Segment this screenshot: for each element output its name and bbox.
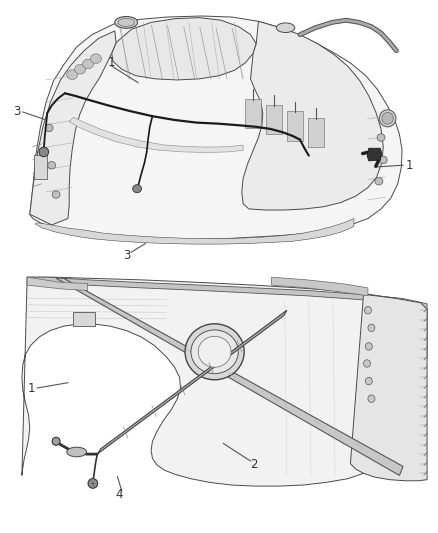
Ellipse shape bbox=[67, 447, 86, 457]
Ellipse shape bbox=[276, 23, 295, 33]
Ellipse shape bbox=[90, 54, 101, 63]
Polygon shape bbox=[242, 21, 383, 210]
Ellipse shape bbox=[48, 161, 56, 169]
Ellipse shape bbox=[368, 395, 375, 402]
FancyBboxPatch shape bbox=[245, 99, 261, 128]
Ellipse shape bbox=[375, 177, 383, 185]
Ellipse shape bbox=[83, 59, 94, 69]
Ellipse shape bbox=[45, 124, 53, 132]
Ellipse shape bbox=[198, 336, 231, 367]
Polygon shape bbox=[30, 31, 116, 225]
Ellipse shape bbox=[133, 185, 141, 193]
Ellipse shape bbox=[88, 479, 98, 488]
FancyBboxPatch shape bbox=[266, 105, 282, 134]
Polygon shape bbox=[97, 310, 287, 454]
Polygon shape bbox=[367, 148, 382, 161]
Polygon shape bbox=[27, 277, 88, 290]
Polygon shape bbox=[69, 117, 243, 152]
Ellipse shape bbox=[364, 306, 371, 314]
Text: 2: 2 bbox=[250, 458, 258, 471]
Text: 4: 4 bbox=[115, 488, 123, 501]
Ellipse shape bbox=[74, 64, 85, 74]
FancyBboxPatch shape bbox=[73, 312, 95, 326]
Ellipse shape bbox=[365, 377, 372, 385]
Ellipse shape bbox=[185, 324, 244, 379]
Ellipse shape bbox=[67, 70, 78, 79]
Polygon shape bbox=[27, 277, 427, 309]
Polygon shape bbox=[112, 18, 256, 80]
Ellipse shape bbox=[379, 110, 396, 127]
Ellipse shape bbox=[364, 360, 371, 367]
Polygon shape bbox=[30, 16, 402, 240]
FancyBboxPatch shape bbox=[308, 118, 324, 147]
Polygon shape bbox=[350, 294, 427, 481]
Ellipse shape bbox=[382, 112, 393, 124]
FancyBboxPatch shape bbox=[287, 111, 303, 141]
Ellipse shape bbox=[379, 156, 387, 164]
Polygon shape bbox=[272, 277, 368, 296]
Text: 1: 1 bbox=[406, 159, 413, 172]
FancyBboxPatch shape bbox=[34, 155, 47, 179]
Text: 3: 3 bbox=[13, 106, 20, 118]
Polygon shape bbox=[56, 278, 403, 475]
Text: 1: 1 bbox=[108, 56, 116, 69]
Polygon shape bbox=[35, 219, 354, 244]
Ellipse shape bbox=[365, 343, 372, 350]
Ellipse shape bbox=[52, 191, 60, 198]
Ellipse shape bbox=[52, 437, 60, 446]
Ellipse shape bbox=[118, 19, 134, 27]
Ellipse shape bbox=[39, 147, 49, 157]
Text: 3: 3 bbox=[124, 249, 131, 262]
Ellipse shape bbox=[368, 324, 375, 332]
Ellipse shape bbox=[115, 17, 138, 28]
Ellipse shape bbox=[377, 134, 385, 141]
Text: 1: 1 bbox=[28, 382, 35, 394]
Polygon shape bbox=[22, 277, 427, 486]
Ellipse shape bbox=[191, 330, 238, 374]
